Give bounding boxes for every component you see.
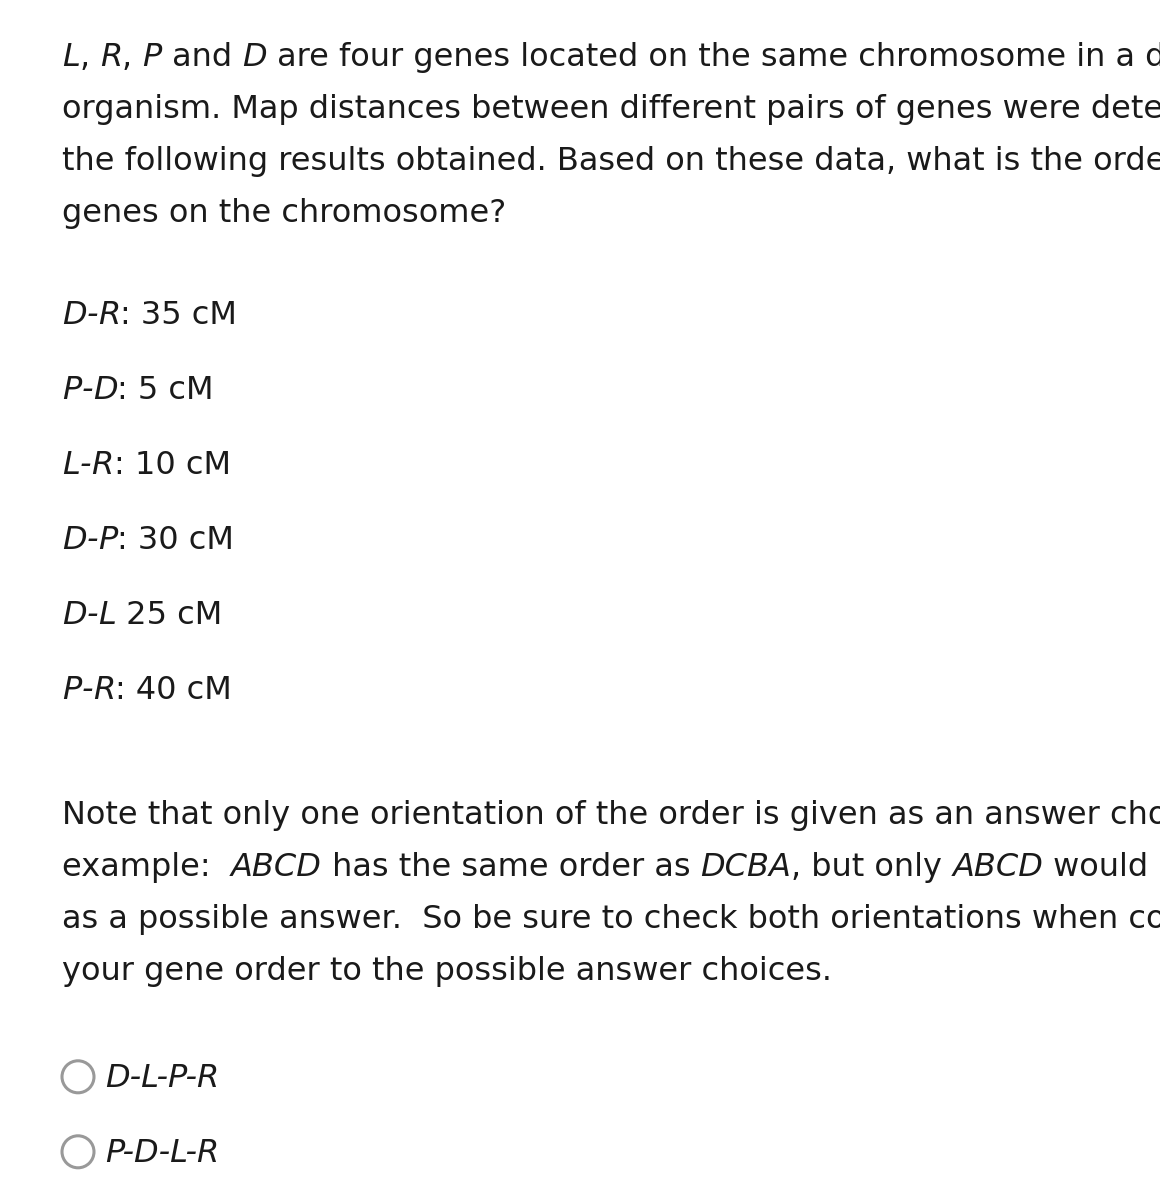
Text: P-D-L-R: P-D-L-R [106, 1138, 219, 1169]
Text: -: - [81, 675, 93, 706]
Text: R: R [92, 451, 114, 482]
Text: P: P [143, 42, 162, 73]
Text: would be listed: would be listed [1043, 852, 1160, 883]
Text: D: D [61, 300, 87, 331]
Text: DCBA: DCBA [701, 852, 791, 883]
Text: R: R [99, 300, 121, 331]
Text: D: D [242, 42, 267, 73]
Text: D: D [61, 600, 87, 631]
Text: R: R [100, 42, 122, 73]
Text: : 30 cM: : 30 cM [117, 524, 234, 555]
Text: -: - [87, 600, 99, 631]
Text: -: - [81, 375, 93, 406]
Text: D: D [61, 524, 87, 555]
Text: L: L [61, 42, 80, 73]
Text: ,: , [122, 42, 143, 73]
Text: as a possible answer.  So be sure to check both orientations when comparing: as a possible answer. So be sure to chec… [61, 904, 1160, 935]
Text: : 5 cM: : 5 cM [117, 375, 213, 406]
Text: L: L [61, 451, 80, 482]
Text: the following results obtained. Based on these data, what is the order of the: the following results obtained. Based on… [61, 145, 1160, 176]
Text: example:: example: [61, 852, 231, 883]
Text: organism. Map distances between different pairs of genes were determined and: organism. Map distances between differen… [61, 94, 1160, 125]
Text: genes on the chromosome?: genes on the chromosome? [61, 198, 506, 229]
Text: , but only: , but only [791, 852, 952, 883]
Text: -: - [87, 524, 99, 555]
Text: P: P [99, 524, 117, 555]
Text: your gene order to the possible answer choices.: your gene order to the possible answer c… [61, 956, 832, 987]
Text: P: P [61, 375, 81, 406]
Text: R: R [93, 675, 115, 706]
Text: D: D [93, 375, 117, 406]
Text: P: P [61, 675, 81, 706]
Text: -: - [87, 300, 99, 331]
Text: -: - [80, 451, 92, 482]
Text: : 10 cM: : 10 cM [114, 451, 231, 482]
Text: 25 cM: 25 cM [116, 600, 223, 631]
Text: L: L [99, 600, 116, 631]
Text: are four genes located on the same chromosome in a diploid: are four genes located on the same chrom… [267, 42, 1160, 73]
Text: D-L-P-R: D-L-P-R [106, 1063, 219, 1094]
Text: and: and [162, 42, 242, 73]
Text: ABCD: ABCD [231, 852, 321, 883]
Text: : 35 cM: : 35 cM [121, 300, 238, 331]
Text: has the same order as: has the same order as [321, 852, 701, 883]
Text: : 40 cM: : 40 cM [115, 675, 232, 706]
Text: ABCD: ABCD [952, 852, 1043, 883]
Text: Note that only one orientation of the order is given as an answer choice. For: Note that only one orientation of the or… [61, 800, 1160, 831]
Text: ,: , [80, 42, 100, 73]
